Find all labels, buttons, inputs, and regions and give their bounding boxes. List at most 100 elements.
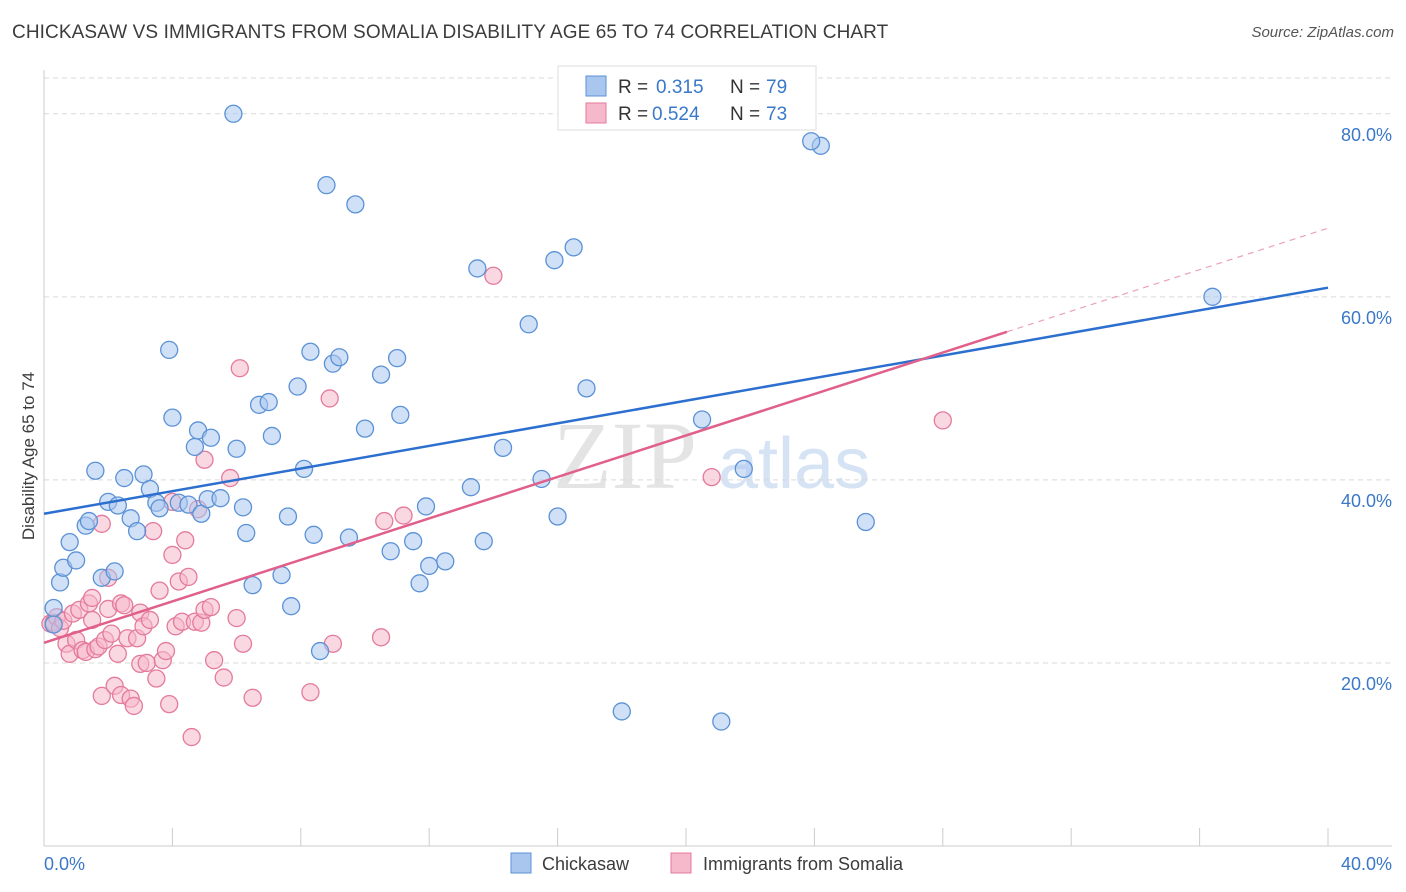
trend-line-somalia (43, 330, 1008, 644)
data-point (410, 574, 429, 593)
trend-line-somalia-extension (1006, 227, 1329, 333)
data-point (474, 532, 493, 551)
data-point (83, 588, 102, 608)
y-tick-label: 20.0% (1341, 674, 1392, 694)
data-point (233, 634, 253, 653)
trend-line-chickasaw (43, 286, 1329, 515)
legend-swatch-chickasaw (585, 75, 607, 97)
data-point (185, 437, 205, 457)
data-point (612, 702, 631, 721)
data-point (1203, 287, 1222, 306)
data-point (301, 683, 320, 702)
legend-r-label-2: R = (618, 104, 648, 125)
data-point (712, 712, 731, 731)
legend-r-label-1: R = (618, 77, 648, 98)
source-credit: Source: ZipAtlas.com (1251, 24, 1394, 41)
x-tick-label-max: 40.0% (1341, 854, 1392, 874)
data-point (127, 521, 147, 541)
data-point (468, 259, 487, 278)
data-point (243, 575, 262, 595)
data-point (259, 392, 278, 412)
data-point (224, 104, 243, 123)
data-point (115, 596, 134, 615)
data-point (317, 176, 336, 195)
correlation-legend: R = 0.315 N = 79 R = 0.524 N = 73 (557, 65, 817, 131)
data-point (92, 686, 111, 706)
data-point (137, 653, 156, 673)
legend-r-value-1: 0.315 (656, 77, 704, 98)
data-point (230, 359, 249, 378)
data-point (105, 562, 124, 581)
data-point (802, 132, 821, 151)
data-point (320, 389, 339, 408)
data-point (381, 542, 400, 561)
data-point (160, 694, 179, 714)
x-ticks (43, 828, 1329, 846)
data-point (355, 419, 375, 438)
data-point (391, 405, 410, 425)
data-point (310, 641, 330, 661)
data-point (163, 408, 182, 427)
data-point (44, 598, 63, 618)
y-tick-labels: 20.0% 40.0% 60.0% 80.0% (1341, 125, 1392, 694)
data-point (493, 438, 513, 457)
data-point (115, 468, 134, 488)
data-point (282, 597, 301, 616)
legend-n-value-1: 79 (766, 77, 787, 98)
axes (43, 70, 1392, 847)
data-point (160, 340, 179, 360)
data-point (436, 552, 455, 571)
legend-n-value-2: 73 (766, 104, 787, 125)
data-point (375, 511, 394, 531)
trend-lines (43, 227, 1329, 644)
data-point (519, 315, 538, 334)
data-point (856, 512, 875, 532)
bottom-legend-swatch-chickasaw (510, 852, 532, 874)
watermark: ZIP atlas (553, 402, 870, 509)
data-point (201, 428, 221, 447)
data-point (346, 195, 365, 214)
data-point (545, 251, 564, 270)
data-point (577, 379, 596, 398)
bottom-legend-swatch-somalia (670, 852, 692, 874)
y-tick-label: 40.0% (1341, 491, 1392, 511)
data-point (387, 348, 407, 368)
legend-r-value-2: 0.524 (652, 104, 700, 125)
data-point (179, 567, 198, 587)
data-point (86, 461, 105, 480)
data-point (243, 688, 262, 707)
data-point (371, 365, 391, 384)
chart-title: CHICKASAW VS IMMIGRANTS FROM SOMALIA DIS… (12, 22, 889, 43)
legend-n-label-1: N = (730, 77, 760, 98)
data-point (564, 238, 583, 257)
data-point (60, 532, 79, 552)
data-point (461, 478, 481, 497)
data-point (702, 467, 721, 487)
series-chickasaw (44, 104, 1222, 731)
data-point (301, 342, 320, 361)
data-point (233, 498, 253, 517)
data-point (150, 581, 169, 600)
data-point (420, 556, 439, 576)
data-point (278, 507, 298, 526)
data-point (330, 348, 349, 367)
data-point (156, 641, 176, 661)
data-point (403, 532, 423, 551)
data-point (484, 266, 503, 285)
bottom-legend-somalia: Immigrants from Somalia (703, 854, 904, 874)
data-point (140, 610, 160, 630)
data-point (227, 439, 246, 458)
data-point (371, 628, 391, 647)
data-point (734, 459, 753, 479)
legend-n-label-2: N = (730, 104, 760, 125)
x-tick-label-min: 0.0% (44, 854, 85, 874)
data-point (394, 506, 413, 525)
data-point (143, 521, 163, 541)
y-tick-label: 60.0% (1341, 308, 1392, 328)
data-point (124, 696, 144, 716)
data-point (933, 411, 952, 430)
data-point (204, 651, 224, 670)
data-point (176, 531, 195, 550)
data-point (44, 615, 63, 634)
